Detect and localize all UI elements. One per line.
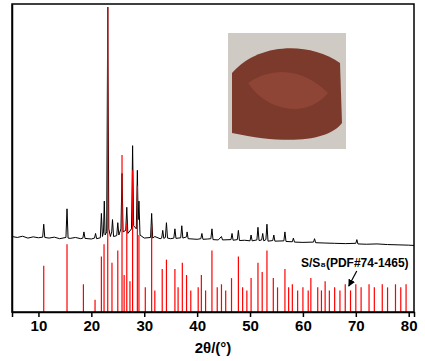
reference-stick [273, 278, 274, 312]
reference-stick [162, 269, 163, 312]
reference-stick [137, 186, 138, 312]
x-tick: 10 [31, 312, 48, 334]
reference-stick [182, 263, 183, 312]
reference-stick [292, 284, 293, 312]
reference-stick [221, 284, 222, 312]
reference-stick [308, 290, 309, 312]
reference-stick [329, 290, 330, 312]
x-tick: 80 [401, 312, 418, 334]
reference-stick [350, 290, 351, 312]
reference-label: S/S₈(PDF#74-1465) [301, 256, 409, 270]
xrd-pattern [12, 7, 414, 245]
reference-stick [405, 284, 406, 312]
reference-stick [355, 284, 356, 312]
annotation-arrow [349, 271, 357, 286]
label-backdrop [300, 256, 410, 270]
reference-stick [225, 290, 226, 312]
reference-stick [262, 272, 263, 312]
reference-stick [368, 284, 369, 312]
reference-stick [361, 287, 362, 312]
reference-stick [201, 275, 202, 312]
reference-stick [339, 290, 340, 312]
inset-powder [232, 48, 342, 140]
x-tick: 30 [136, 312, 153, 334]
reference-stick [317, 287, 318, 312]
reference-stick [121, 155, 122, 312]
reference-stick [151, 226, 152, 312]
reference-stick [310, 278, 311, 312]
reference-stick [325, 281, 326, 312]
reference-stick [387, 287, 388, 312]
x-tick: 60 [295, 312, 312, 334]
reference-stick [297, 290, 298, 312]
x-tick-label: 50 [242, 317, 259, 334]
reference-stick [382, 284, 383, 312]
reference-stick [186, 275, 187, 312]
reference-stick [132, 170, 133, 312]
reference-stick [277, 287, 278, 312]
reference-stick [174, 269, 175, 312]
x-tick: 20 [83, 312, 100, 334]
x-tick: 50 [242, 312, 259, 334]
reference-stick [217, 287, 218, 312]
reference-stick [190, 290, 191, 312]
reference-stick [129, 281, 130, 312]
reference-stick [284, 269, 285, 312]
reference-stick [231, 278, 232, 312]
reference-stick [246, 290, 247, 312]
inset-photo [228, 33, 346, 149]
reference-stick [400, 287, 401, 312]
reference-stick [66, 244, 67, 312]
reference-stick [145, 287, 146, 312]
reference-stick [83, 284, 84, 312]
reference-stick [124, 275, 125, 312]
reference-stick [138, 235, 139, 312]
x-tick-label: 10 [31, 317, 48, 334]
plot-frame [12, 4, 414, 312]
reference-stick [154, 290, 155, 312]
reference-stick [211, 250, 212, 312]
reference-stick [242, 287, 243, 312]
reference-stick [250, 278, 251, 312]
reference-stick [302, 287, 303, 312]
x-tick-label: 60 [295, 317, 312, 334]
reference-stick [101, 257, 102, 312]
y-axis [12, 5, 13, 313]
inset-background [228, 33, 346, 149]
x-axis-title: 2θ/(°) [195, 339, 232, 356]
reference-stick [321, 290, 322, 312]
reference-stick [117, 250, 118, 312]
inset-powder-highlight [248, 72, 328, 109]
reference-stick [345, 284, 346, 312]
chart: 10 20 30 40 50 60 70 80 S/S₈(PDF#74-1465) 2θ/(°) [0, 0, 425, 361]
reference-stick [166, 260, 167, 312]
reference-stick [107, 7, 108, 312]
reference-stick [334, 287, 335, 312]
x-tick-label: 70 [348, 317, 365, 334]
plot: 10 20 30 40 50 60 70 80 S/S₈(PDF#74-1465) [12, 4, 418, 334]
x-axis: 10 20 30 40 50 60 70 80 [13, 312, 418, 334]
marks [12, 7, 414, 312]
reference-stick [177, 287, 178, 312]
reference-stick [374, 287, 375, 312]
y-axis-line [12, 5, 14, 313]
x-tick-label: 30 [136, 317, 153, 334]
reference-stick [238, 257, 239, 312]
reference-stick [266, 250, 267, 312]
reference-stick [126, 223, 127, 312]
x-tick-label: 20 [83, 317, 100, 334]
x-tick-label: 80 [401, 317, 418, 334]
reference-stick [111, 263, 112, 312]
reference-stick [43, 266, 44, 312]
x-tick: 40 [189, 312, 206, 334]
reference-stick [395, 284, 396, 312]
reference-stick [103, 244, 104, 312]
x-tick-label: 40 [189, 317, 206, 334]
x-tick: 70 [348, 312, 365, 334]
reference-stick [198, 287, 199, 312]
reference-stick [94, 300, 95, 312]
reference-stick [257, 263, 258, 312]
reference-stick [205, 290, 206, 312]
reference-stick [288, 287, 289, 312]
